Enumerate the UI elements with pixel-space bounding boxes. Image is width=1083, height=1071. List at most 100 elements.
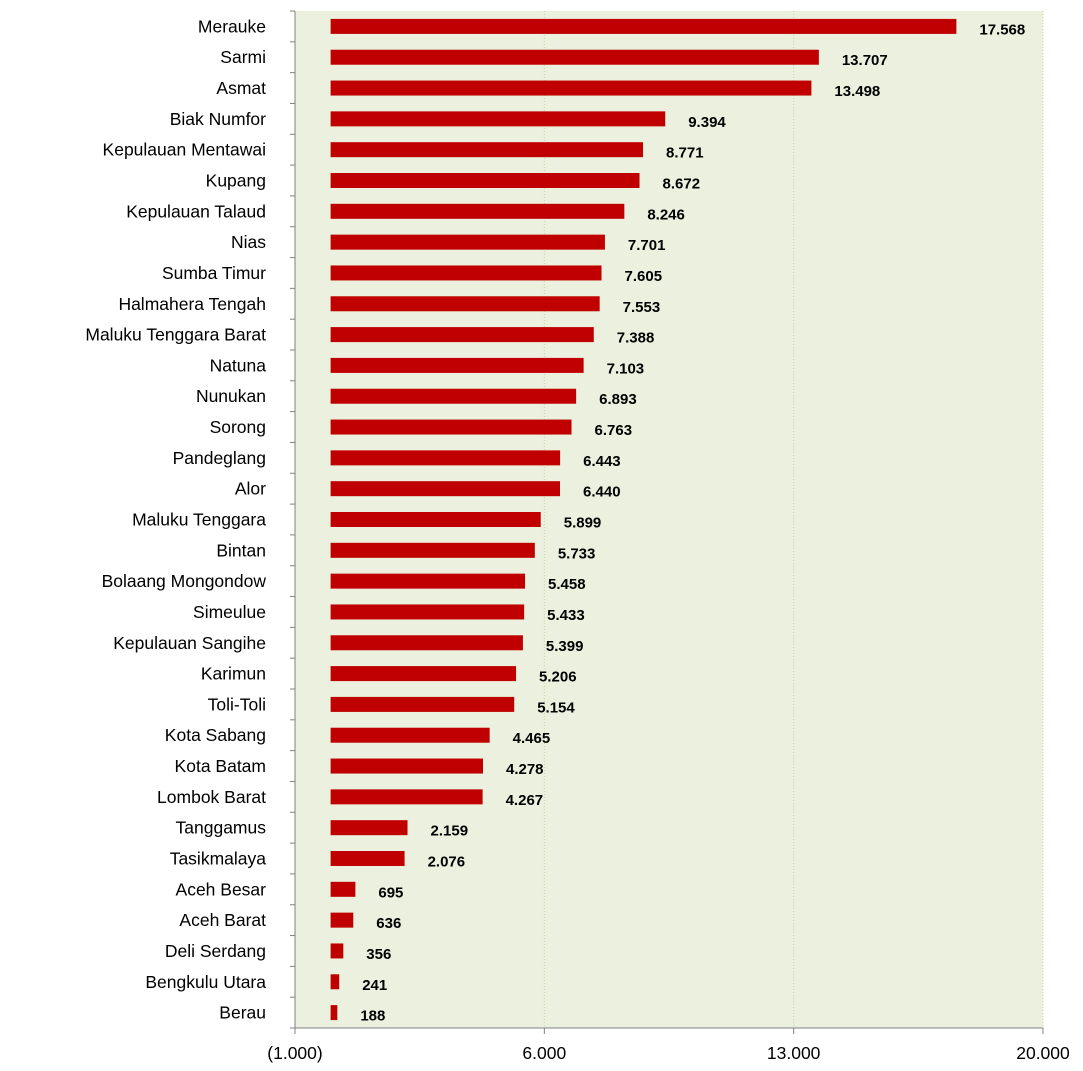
data-label: 6.443 — [583, 453, 621, 470]
data-label: 7.388 — [617, 330, 655, 347]
bar — [330, 111, 666, 127]
category-label: Sarmi — [220, 47, 266, 67]
category-label: Simeulue — [193, 602, 266, 622]
data-label: 5.733 — [558, 545, 596, 562]
category-label: Lombok Barat — [157, 787, 266, 807]
bar — [330, 727, 490, 743]
data-label: 13.498 — [834, 83, 880, 100]
category-label: Kepulauan Talaud — [126, 201, 266, 221]
data-label: 8.246 — [647, 206, 685, 223]
data-label: 6.893 — [599, 391, 637, 408]
category-labels: Merauke Sarmi Asmat Biak Numfor Kepulauan Me… — [85, 16, 266, 1022]
category-label: Kepulauan Mentawai — [103, 140, 266, 160]
category-label: Tasikmalaya — [170, 849, 267, 869]
data-label: 7.103 — [607, 360, 645, 377]
bar — [330, 635, 523, 651]
bar — [330, 234, 605, 250]
category-label: Nias — [231, 232, 266, 252]
data-label: 5.433 — [547, 607, 585, 624]
category-label: Nunukan — [196, 386, 266, 406]
category-label: Natuna — [210, 355, 267, 375]
bar — [330, 604, 525, 620]
category-label: Bolaang Mongondow — [102, 571, 267, 591]
category-label: Toli-Toli — [208, 694, 266, 714]
bar — [330, 419, 572, 435]
data-label: 5.899 — [564, 515, 602, 532]
category-label: Biak Numfor — [170, 109, 266, 129]
data-label: 4.278 — [506, 761, 544, 778]
data-label: 7.605 — [625, 268, 663, 285]
bar — [330, 881, 356, 897]
category-label: Aceh Besar — [176, 879, 267, 899]
bar — [330, 142, 644, 158]
data-label: 13.707 — [842, 52, 888, 69]
category-label: Kepulauan Sangihe — [113, 633, 266, 653]
bar — [330, 80, 812, 96]
data-label: 17.568 — [979, 21, 1025, 38]
category-label: Bintan — [216, 540, 266, 560]
bar — [330, 1005, 338, 1021]
category-label: Maluku Tenggara Barat — [85, 325, 266, 345]
x-tick-label: (1.000) — [267, 1043, 322, 1063]
bar — [330, 450, 561, 466]
data-label: 5.154 — [537, 699, 575, 716]
category-label: Kota Batam — [175, 756, 266, 776]
bar — [330, 851, 405, 866]
bar — [330, 696, 515, 712]
category-label: Merauke — [198, 16, 266, 36]
data-label: 5.206 — [539, 669, 577, 686]
data-label: 695 — [378, 884, 403, 901]
data-label: 9.394 — [688, 114, 726, 131]
bar — [330, 265, 602, 281]
category-label: Pandeglang — [173, 448, 266, 468]
bar — [330, 974, 340, 990]
data-label: 2.159 — [431, 823, 469, 840]
category-label: Maluku Tenggara — [132, 510, 266, 530]
data-label: 7.701 — [628, 237, 666, 254]
axes — [290, 10, 1044, 1034]
category-label: Asmat — [216, 78, 266, 98]
bar — [330, 666, 517, 682]
bar — [330, 49, 819, 65]
bar — [330, 758, 483, 774]
category-label: Tanggamus — [176, 818, 267, 838]
bar — [330, 789, 483, 805]
data-label: 241 — [362, 977, 387, 994]
bar — [330, 327, 594, 343]
bar — [330, 820, 408, 836]
category-label: Kupang — [206, 171, 266, 191]
bar — [330, 296, 600, 312]
x-tick-label: 20.000 — [1016, 1043, 1070, 1063]
data-label: 4.267 — [506, 792, 544, 809]
data-label: 188 — [360, 1008, 385, 1025]
x-tick-label: 6.000 — [522, 1043, 566, 1063]
category-label: Kota Sabang — [165, 725, 266, 745]
data-label: 2.076 — [428, 854, 466, 871]
bar — [330, 357, 584, 373]
bar — [330, 512, 541, 527]
data-label: 5.458 — [548, 576, 586, 593]
bar — [330, 943, 344, 959]
bar — [330, 388, 577, 404]
data-label: 4.465 — [513, 730, 551, 747]
data-label: 7.553 — [623, 299, 661, 316]
data-label: 6.763 — [595, 422, 633, 439]
category-label: Aceh Barat — [179, 910, 266, 930]
bar — [330, 912, 354, 928]
category-label: Halmahera Tengah — [118, 294, 266, 314]
bar — [330, 18, 957, 34]
bar — [330, 203, 625, 219]
value-labels: 17.568 13.707 13.498 9.394 8.771 8.672 8.246 7.… — [360, 21, 1025, 1024]
x-tick-label: 13.000 — [767, 1043, 821, 1063]
bars — [330, 18, 957, 1021]
category-label: Bengkulu Utara — [145, 972, 266, 992]
data-label: 5.399 — [546, 638, 584, 655]
data-label: 6.440 — [583, 484, 621, 501]
bar — [330, 573, 526, 589]
data-label: 8.672 — [663, 176, 701, 193]
category-label: Deli Serdang — [165, 941, 266, 961]
category-label: Berau — [219, 1003, 266, 1023]
bar — [330, 481, 561, 497]
bar — [330, 542, 535, 558]
